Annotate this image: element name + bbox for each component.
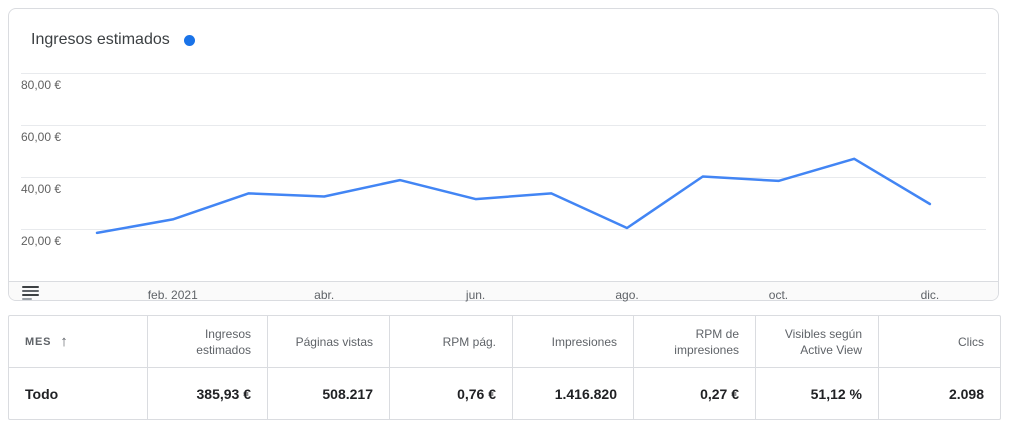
cell-clics: 2.098 xyxy=(948,385,984,402)
column-header-ingresos-estimados[interactable]: Ingresos estimados xyxy=(148,316,268,367)
column-header-clics[interactable]: Clics xyxy=(958,334,984,349)
summary-table: MES ↑ Ingresos estimados Páginas vistas … xyxy=(8,315,1001,420)
column-header-paginas-vistas[interactable]: Páginas vistas xyxy=(268,316,390,367)
chart-line[interactable] xyxy=(95,157,932,235)
cell-rpm-pag: 0,76 € xyxy=(390,368,513,419)
y-axis-label: 60,00 € xyxy=(21,130,62,144)
chart-table-toggle-icon[interactable] xyxy=(22,286,39,300)
icon-bar xyxy=(22,289,39,293)
column-header-mes[interactable]: MES ↑ xyxy=(9,316,148,367)
gridline xyxy=(21,229,986,230)
column-header-visibles-active-view[interactable]: Visibles según Active View xyxy=(756,316,879,367)
sort-ascending-icon[interactable]: ↑ xyxy=(60,332,68,350)
series-legend-dot-icon[interactable] xyxy=(183,34,195,46)
icon-bar xyxy=(22,286,39,289)
column-header-impresiones[interactable]: Impresiones xyxy=(513,316,634,367)
plot-area[interactable]: 20,00 € 40,00 € 60,00 € 80,00 € feb. 2021 abr… xyxy=(9,9,998,302)
cell-paginas-vistas: 508.217 xyxy=(268,368,390,419)
earnings-chart-card: Ingresos estimados 20,00 € 40,00 € 60,00 €… xyxy=(8,8,999,302)
y-axis-label: 40,00 € xyxy=(21,182,62,196)
table-row: Todo 385,93 € 508.217 0,76 € 1.416.820 0… xyxy=(9,368,1000,419)
x-axis-label: feb. 2021 xyxy=(147,288,198,302)
x-axis-label: dic. xyxy=(920,288,940,302)
icon-bar xyxy=(22,297,32,300)
cell-rpm-impresiones: 0,27 € xyxy=(634,368,756,419)
chart-title: Ingresos estimados xyxy=(31,31,170,48)
y-axis-label: 80,00 € xyxy=(21,78,62,92)
column-header-rpm-impresiones[interactable]: RPM de impresiones xyxy=(634,316,756,367)
gridline xyxy=(21,125,986,126)
column-header-rpm-pag[interactable]: RPM pág. xyxy=(390,316,513,367)
x-axis-label: ago. xyxy=(615,288,639,302)
x-axis-label: oct. xyxy=(768,288,789,302)
y-axis-label: 20,00 € xyxy=(21,234,62,248)
chart-header: Ingresos estimados xyxy=(31,31,195,49)
x-axis-label: jun. xyxy=(465,288,486,302)
icon-bar xyxy=(22,293,39,297)
gridline xyxy=(21,73,986,74)
gridline xyxy=(21,177,986,178)
cell-visibles-active-view: 51,12 % xyxy=(756,368,879,419)
chart-line-svg xyxy=(95,157,932,235)
column-header-label: MES xyxy=(25,335,52,348)
x-axis-strip xyxy=(9,281,998,300)
cell-ingresos-estimados: 385,93 € xyxy=(148,368,268,419)
table-header-row: MES ↑ Ingresos estimados Páginas vistas … xyxy=(9,316,1000,368)
cell-mes: Todo xyxy=(9,368,148,419)
x-axis-label: abr. xyxy=(314,288,335,302)
cell-impresiones: 1.416.820 xyxy=(513,368,634,419)
